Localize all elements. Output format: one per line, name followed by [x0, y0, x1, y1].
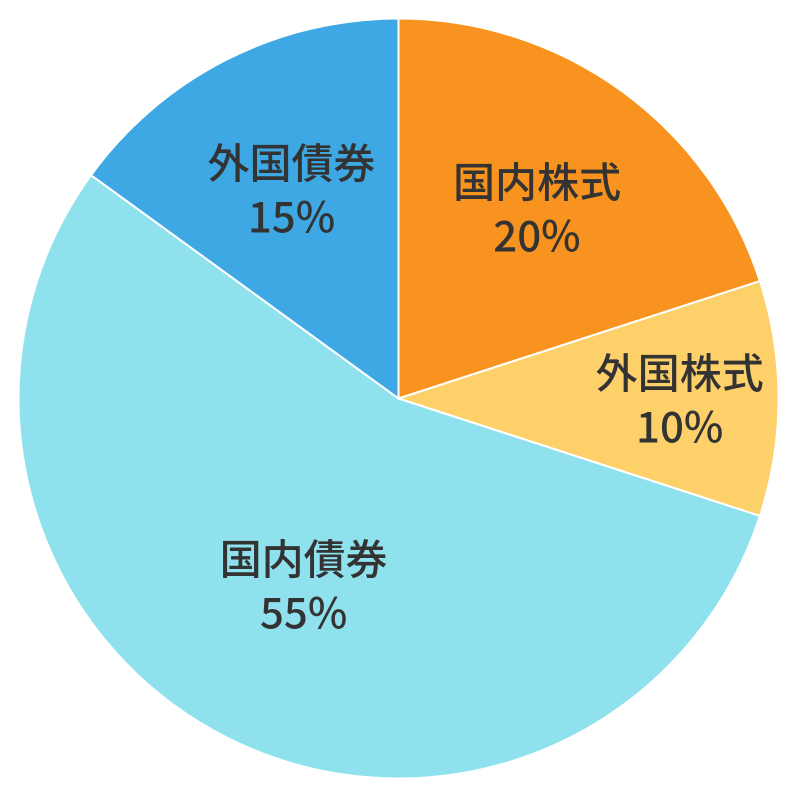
pie-chart-svg: [0, 0, 797, 797]
pie-chart: 国内株式20%外国株式10%国内債券55%外国債券15%: [0, 0, 797, 797]
